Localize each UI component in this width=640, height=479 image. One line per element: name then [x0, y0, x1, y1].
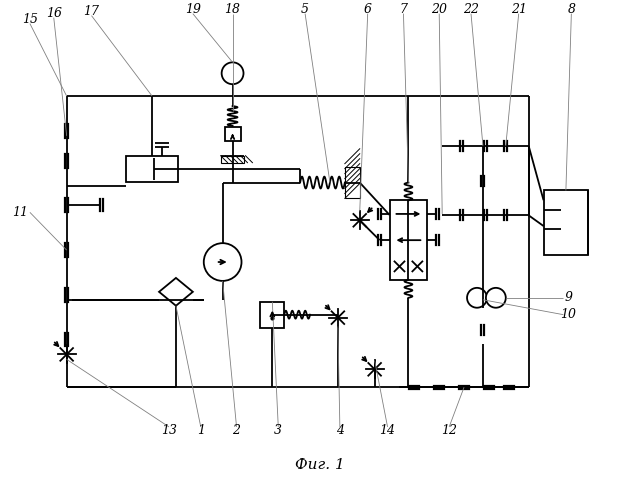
Bar	[543, 191, 588, 255]
Text: 21: 21	[511, 3, 527, 16]
Bar	[260, 302, 284, 328]
Bar	[345, 167, 360, 198]
Text: 14: 14	[380, 424, 396, 437]
Text: 5: 5	[301, 3, 309, 16]
Text: 17: 17	[83, 5, 99, 18]
Text: 4: 4	[336, 424, 344, 437]
Text: 7: 7	[399, 3, 408, 16]
Text: 18: 18	[225, 3, 241, 16]
Bar	[390, 200, 428, 280]
Bar	[126, 156, 178, 182]
Circle shape	[467, 288, 487, 308]
Text: 19: 19	[185, 3, 201, 16]
Text: 15: 15	[22, 13, 38, 26]
Circle shape	[221, 62, 243, 84]
Circle shape	[204, 243, 241, 281]
Text: 13: 13	[161, 424, 177, 437]
Text: 16: 16	[45, 7, 61, 20]
Text: 12: 12	[441, 424, 457, 437]
Text: 9: 9	[564, 291, 572, 304]
Polygon shape	[159, 278, 193, 306]
Bar	[225, 127, 241, 141]
Text: 6: 6	[364, 3, 372, 16]
Text: 11: 11	[12, 206, 28, 219]
Circle shape	[486, 288, 506, 308]
Text: 8: 8	[567, 3, 575, 16]
Text: Фиг. 1: Фиг. 1	[295, 458, 345, 472]
Text: 2: 2	[232, 424, 241, 437]
Bar	[221, 156, 244, 163]
Text: 10: 10	[561, 308, 577, 321]
Text: 3: 3	[275, 424, 282, 437]
Text: 1: 1	[196, 424, 205, 437]
Text: 22: 22	[463, 3, 479, 16]
Text: 20: 20	[431, 3, 447, 16]
